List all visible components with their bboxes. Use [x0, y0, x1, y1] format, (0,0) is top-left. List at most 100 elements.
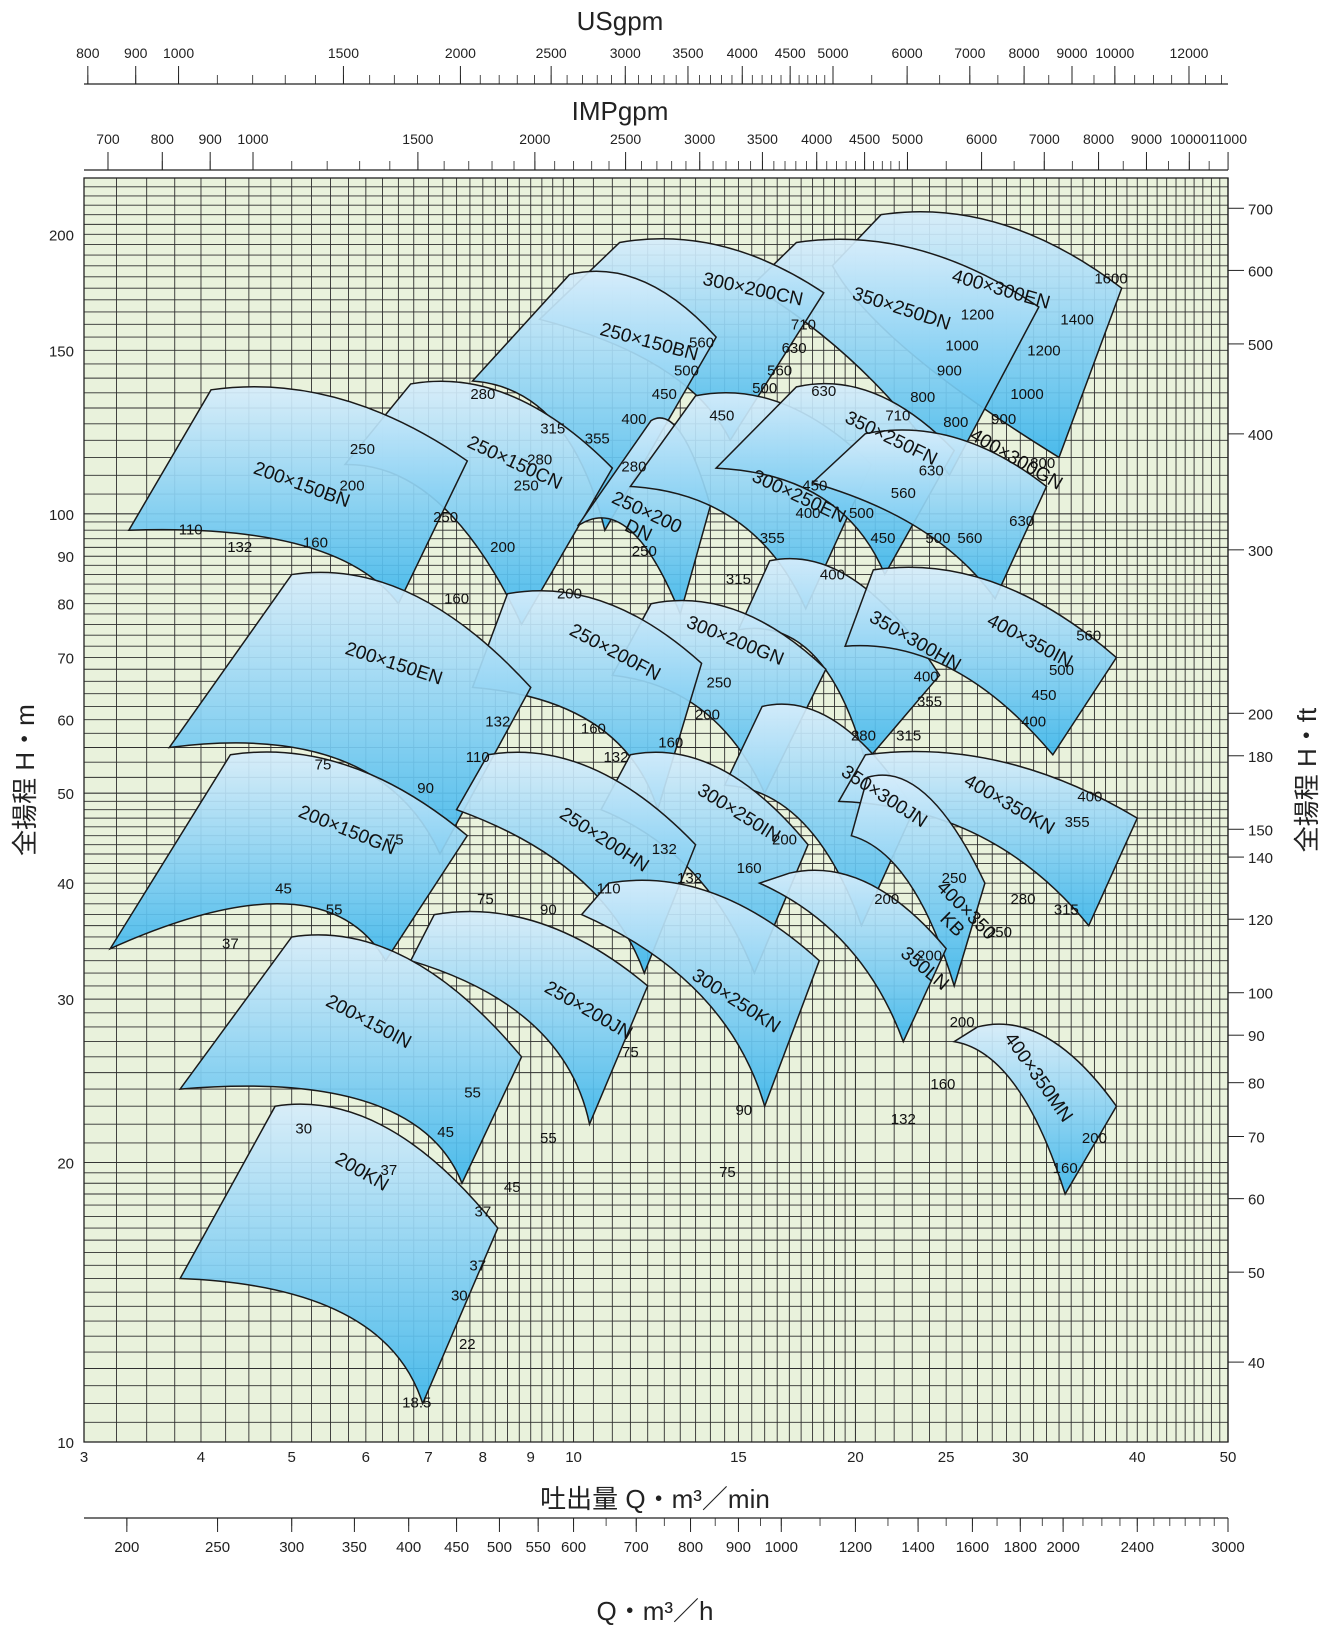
power-value: 500: [1049, 662, 1074, 679]
pump-region: [178, 1103, 499, 1406]
impgpm-tick-label: 6000: [966, 131, 997, 147]
y-tick-label: 30: [57, 992, 74, 1009]
power-value: 800: [910, 389, 935, 406]
x-tick-label: 30: [1012, 1449, 1029, 1466]
power-value: 45: [504, 1179, 521, 1196]
pump-region: [580, 879, 821, 1109]
usgpm-tick-label: 12000: [1170, 45, 1209, 61]
power-value: 315: [726, 571, 751, 588]
power-value: 560: [957, 530, 982, 547]
power-value: 280: [851, 727, 876, 744]
power-value: 900: [991, 411, 1016, 428]
power-value: 250: [942, 870, 967, 887]
usgpm-tick-label: 6000: [892, 45, 923, 61]
power-value: 280: [621, 459, 646, 476]
usgpm-tick-label: 7000: [954, 45, 985, 61]
power-value: 800: [943, 414, 968, 431]
ft-tick-label: 150: [1248, 822, 1273, 839]
power-value: 500: [674, 362, 699, 379]
impgpm-title: IMPgpm: [572, 96, 669, 126]
power-value: 400: [1077, 788, 1102, 805]
y-tick-label: 150: [49, 343, 74, 360]
power-value: 1400: [1060, 311, 1093, 328]
power-value: 250: [350, 441, 375, 458]
power-value: 132: [677, 870, 702, 887]
power-value: 90: [417, 780, 434, 797]
pump-region: [952, 1023, 1118, 1196]
usgpm-tick-label: 900: [124, 45, 148, 61]
power-value: 160: [930, 1076, 955, 1093]
power-value: 200: [950, 1014, 975, 1031]
pump-regions: [108, 210, 1139, 1406]
impgpm-tick-label: 3000: [684, 131, 715, 147]
m3h-title: Q・m³／h: [596, 1596, 713, 1626]
x-tick-label: 3: [80, 1449, 88, 1466]
power-value: 1000: [945, 337, 978, 354]
impgpm-tick-label: 8000: [1083, 131, 1114, 147]
power-value: 450: [1031, 687, 1056, 704]
m3h-tick-label: 1600: [956, 1539, 989, 1556]
power-value: 250: [514, 477, 539, 494]
impgpm-tick-label: 700: [96, 131, 120, 147]
power-value: 200: [557, 586, 582, 603]
power-value: 450: [652, 386, 677, 403]
m3h-tick-label: 900: [726, 1539, 751, 1556]
y-tick-label: 100: [49, 507, 74, 524]
y-tick-label: 70: [57, 651, 74, 668]
power-value: 355: [917, 693, 942, 710]
x-tick-label: 50: [1220, 1449, 1237, 1466]
impgpm-tick-label: 2500: [610, 131, 641, 147]
power-value: 30: [451, 1288, 468, 1305]
y-tick-label: 10: [57, 1435, 74, 1452]
pump-region: [178, 934, 523, 1186]
usgpm-tick-label: 4000: [727, 45, 758, 61]
x-tick-label: 20: [847, 1449, 864, 1466]
m3h-tick-label: 1000: [765, 1539, 798, 1556]
power-value: 18.5: [402, 1394, 431, 1411]
power-value: 200: [1082, 1130, 1107, 1147]
y-tick-label: 60: [57, 713, 74, 730]
impgpm-tick-label: 1000: [237, 131, 268, 147]
power-value: 160: [658, 735, 683, 752]
power-value: 250: [632, 543, 657, 560]
power-value: 90: [735, 1102, 752, 1119]
power-value: 75: [719, 1164, 736, 1181]
power-value: 200: [340, 477, 365, 494]
ft-tick-label: 120: [1248, 912, 1273, 929]
x-tick-label: 15: [730, 1449, 747, 1466]
power-value: 132: [603, 749, 628, 766]
m3h-tick-label: 600: [561, 1539, 586, 1556]
m3h-tick-label: 2400: [1121, 1539, 1154, 1556]
power-value: 560: [767, 362, 792, 379]
power-value: 110: [597, 880, 621, 897]
power-value: 132: [891, 1111, 916, 1128]
right-axis-title: 全揚程 H・ft: [1292, 707, 1322, 852]
power-value: 450: [870, 530, 895, 547]
impgpm-tick-label: 4500: [849, 131, 880, 147]
impgpm-tick-label: 5000: [892, 131, 923, 147]
power-value: 710: [791, 316, 816, 333]
usgpm-tick-label: 4500: [775, 45, 806, 61]
power-value: 75: [387, 832, 404, 849]
power-value: 560: [891, 485, 916, 502]
power-value: 355: [760, 530, 785, 547]
power-value: 200: [917, 948, 942, 965]
impgpm-tick-label: 9000: [1131, 131, 1162, 147]
m3h-tick-label: 800: [678, 1539, 703, 1556]
power-value: 250: [706, 674, 731, 691]
power-value: 400: [820, 566, 845, 583]
x-tick-label: 5: [288, 1449, 296, 1466]
m3h-tick-label: 200: [114, 1539, 139, 1556]
power-value: 75: [622, 1044, 639, 1061]
power-value: 37: [381, 1162, 398, 1179]
usgpm-tick-label: 8000: [1009, 45, 1040, 61]
power-value: 630: [1009, 513, 1034, 530]
ft-tick-label: 700: [1248, 201, 1273, 218]
impgpm-tick-label: 1500: [402, 131, 433, 147]
usgpm-tick-label: 2500: [536, 45, 567, 61]
pump-region: [409, 910, 649, 1127]
impgpm-tick-label: 4000: [801, 131, 832, 147]
power-value: 1000: [1010, 386, 1043, 403]
power-value: 280: [1010, 891, 1035, 908]
